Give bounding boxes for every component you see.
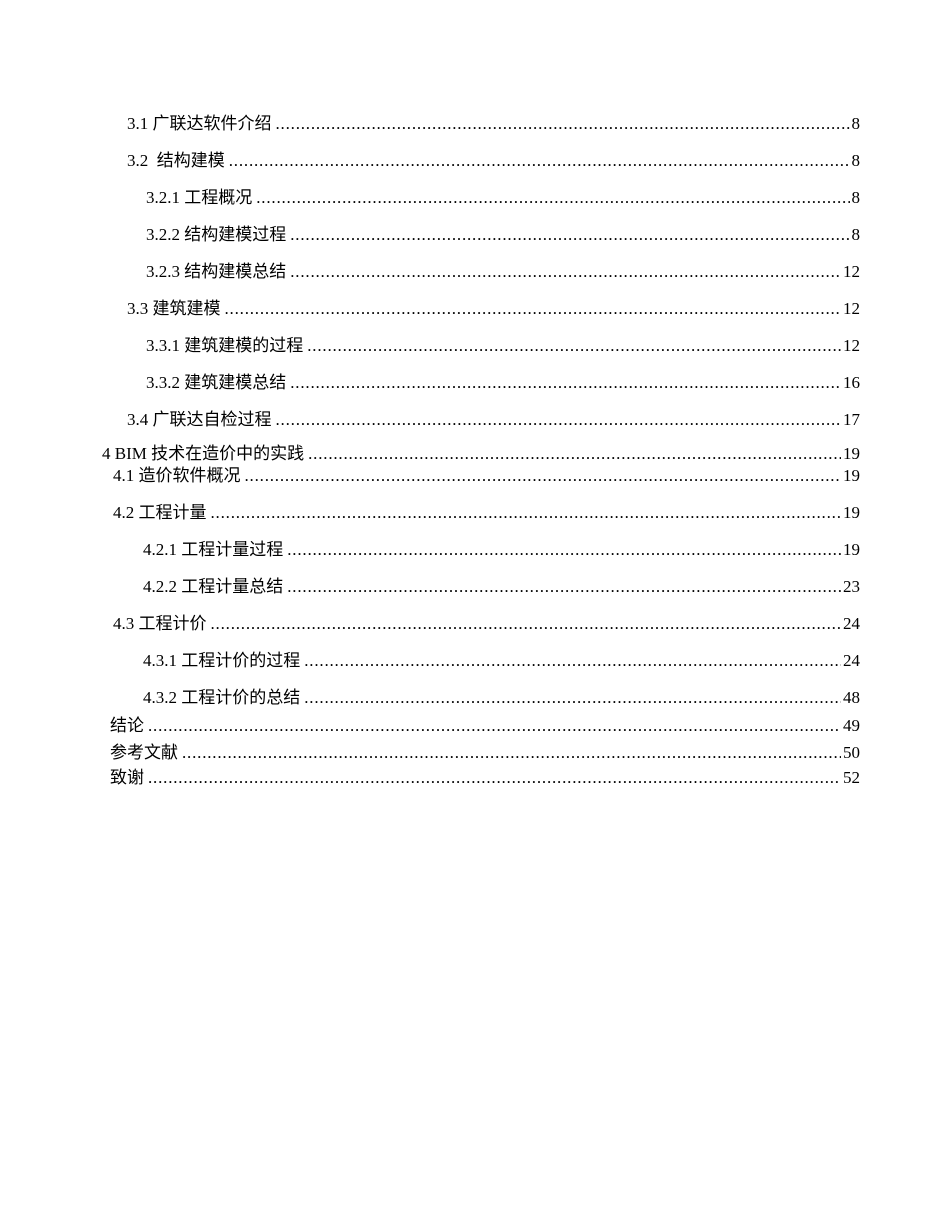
toc-entry[interactable]: 3.2 结构建模 8: [102, 134, 860, 171]
toc-page-number: 16: [843, 373, 860, 392]
toc-entry-label: 4.3.2 工程计价的总结: [143, 688, 301, 707]
dot-leader: [304, 651, 841, 671]
toc-entry[interactable]: 3.2.1 工程概况 8: [102, 171, 860, 208]
toc-entry-label: 4.2.1 工程计量过程: [143, 540, 284, 559]
toc-entry[interactable]: 参考文献 50: [102, 736, 860, 763]
toc-entry-label: 致谢: [110, 768, 144, 787]
toc-page-number: 8: [851, 114, 861, 133]
toc-entry[interactable]: 4 BIM 技术在造价中的实践 19: [102, 430, 860, 464]
toc-entry-label: 3.3.2 建筑建模总结: [146, 373, 287, 392]
dot-leader: [290, 373, 841, 393]
toc-page-number: 12: [843, 299, 860, 318]
dot-leader: [256, 188, 849, 208]
toc-entry-label: 4.3.1 工程计价的过程: [143, 651, 301, 670]
toc-entry[interactable]: 3.3.2 建筑建模总结 16: [102, 356, 860, 393]
toc-entry-label: 结论: [110, 716, 144, 735]
toc-entry[interactable]: 3.1 广联达软件介绍 8: [102, 97, 860, 134]
toc-entry-label: 4.2.2 工程计量总结: [143, 577, 284, 596]
dot-leader: [245, 466, 842, 486]
toc-entry-label: 3.3.1 建筑建模的过程: [146, 336, 304, 355]
toc-page-number: 48: [843, 688, 860, 707]
dot-leader: [287, 540, 841, 560]
toc-entry-label: 3.1 广联达软件介绍: [127, 114, 272, 133]
dot-leader: [225, 299, 842, 319]
toc-page-number: 17: [843, 410, 860, 429]
toc-entry[interactable]: 3.2.3 结构建模总结 12: [102, 245, 860, 282]
toc-page-number: 24: [843, 651, 860, 670]
dot-leader: [182, 743, 841, 763]
toc-page-number: 24: [843, 614, 860, 633]
toc-page-number: 52: [843, 768, 860, 787]
dot-leader: [276, 114, 850, 134]
toc-entry-label: 3.3 建筑建模: [127, 299, 221, 318]
toc-entry-label: 3.2 结构建模: [127, 151, 225, 170]
dot-leader: [307, 336, 841, 356]
toc-page-number: 12: [843, 336, 860, 355]
dot-leader: [290, 262, 841, 282]
toc-page-number: 19: [843, 444, 860, 463]
toc-entry[interactable]: 3.3 建筑建模 12: [102, 282, 860, 319]
toc-entry[interactable]: 4.3.1 工程计价的过程 24: [102, 634, 860, 671]
toc-entry-label: 4.3 工程计价: [113, 614, 207, 633]
dot-leader: [148, 768, 841, 788]
toc-page-number: 8: [851, 151, 861, 170]
dot-leader: [308, 444, 841, 464]
dot-leader: [229, 151, 850, 171]
dot-leader: [276, 410, 842, 430]
toc-page-number: 19: [843, 540, 860, 559]
toc-entry[interactable]: 4.2.1 工程计量过程 19: [102, 523, 860, 560]
toc-entry-label: 3.2.2 结构建模过程: [146, 225, 287, 244]
toc-page-number: 19: [843, 466, 860, 485]
toc-entry[interactable]: 4.3.2 工程计价的总结 48: [102, 671, 860, 708]
toc-page-number: 50: [843, 743, 860, 762]
toc-entry-label: 参考文献: [110, 743, 178, 762]
toc-entry[interactable]: 3.2.2 结构建模过程 8: [102, 208, 860, 245]
toc-page-number: 23: [843, 577, 860, 596]
toc-entry-label: 3.2.1 工程概况: [146, 188, 253, 207]
dot-leader: [148, 716, 841, 736]
toc-entry[interactable]: 4.2.2 工程计量总结 23: [102, 560, 860, 597]
toc-entry[interactable]: 4.3 工程计价 24: [102, 597, 860, 634]
toc-entry-label: 3.4 广联达自检过程: [127, 410, 272, 429]
toc-entry-label: 4.2 工程计量: [113, 503, 207, 522]
toc-page-number: 8: [851, 225, 861, 244]
toc-entry-label: 4 BIM 技术在造价中的实践: [102, 444, 305, 463]
toc-entry[interactable]: 4.1 造价软件概况 19: [102, 464, 860, 486]
toc-page-number: 12: [843, 262, 860, 281]
toc-entry[interactable]: 致谢 52: [102, 763, 860, 788]
toc-entry[interactable]: 4.2 工程计量 19: [102, 486, 860, 523]
toc-entry[interactable]: 3.3.1 建筑建模的过程 12: [102, 319, 860, 356]
toc-entry[interactable]: 结论 49: [102, 708, 860, 736]
toc-page-number: 49: [843, 716, 860, 735]
dot-leader: [211, 503, 842, 523]
dot-leader: [290, 225, 849, 245]
table-of-contents: 3.1 广联达软件介绍 8 3.2 结构建模 8 3.2.1 工程概况 8 3.…: [102, 97, 860, 788]
toc-page-number: 8: [851, 188, 861, 207]
dot-leader: [287, 577, 841, 597]
toc-entry[interactable]: 3.4 广联达自检过程 17: [102, 393, 860, 430]
dot-leader: [211, 614, 842, 634]
toc-entry-label: 3.2.3 结构建模总结: [146, 262, 287, 281]
dot-leader: [304, 688, 841, 708]
toc-page-number: 19: [843, 503, 860, 522]
toc-entry-label: 4.1 造价软件概况: [113, 466, 241, 485]
